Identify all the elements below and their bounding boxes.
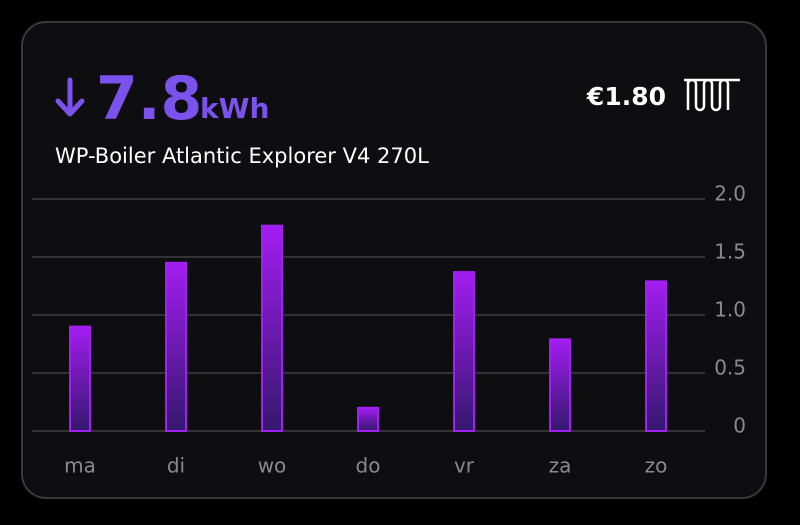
y-tick-label: 2.0 [714, 182, 746, 206]
down-arrow [55, 77, 85, 117]
bar [453, 271, 475, 432]
x-tick-label: wo [258, 454, 287, 478]
device-title: WP-Boiler Atlantic Explorer V4 270L [55, 144, 429, 168]
y-tick-label: 1.0 [714, 298, 746, 322]
bar [69, 325, 91, 433]
y-tick-label: 1.5 [714, 240, 746, 264]
card [21, 21, 767, 499]
bar [357, 406, 379, 432]
bar [549, 338, 571, 432]
energy-unit: kWh [200, 92, 269, 125]
bar [261, 224, 283, 432]
y-tick-label: 0 [733, 414, 746, 438]
bar [645, 280, 667, 432]
y-tick-label: 0.5 [714, 356, 746, 380]
energy-value: 7.8 [96, 64, 202, 134]
x-tick-label: vr [454, 454, 475, 478]
cost: €1.80 [586, 82, 666, 111]
x-tick-label: do [356, 454, 381, 478]
x-tick-label: zo [645, 454, 668, 478]
radiator-icon [684, 78, 740, 112]
x-tick-label: di [167, 454, 185, 478]
chart: 0 0.5 1.0 1.5 2.0 ma di wo do vr za zo [32, 182, 746, 478]
bar [165, 261, 187, 432]
x-tick-label: ma [64, 454, 96, 478]
x-tick-label: za [549, 454, 572, 478]
